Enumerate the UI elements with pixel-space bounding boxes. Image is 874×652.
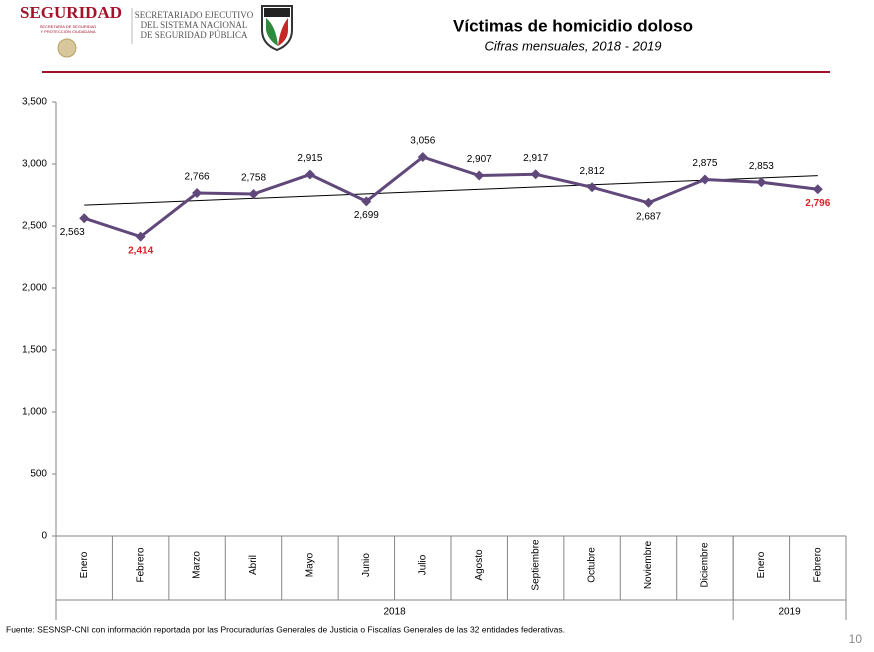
point-marker [135, 231, 146, 242]
x-tick-label: Febrero [135, 547, 146, 582]
source-note: Fuente: SESNSP-CNI con información repor… [6, 624, 565, 634]
value-label: 2,796 [805, 198, 830, 209]
point-marker [361, 196, 372, 207]
point-marker [79, 213, 90, 224]
point-marker [474, 170, 485, 181]
x-tick-label: Junio [361, 553, 372, 577]
x-tick-label: Febrero [812, 547, 823, 582]
group-label: 2018 [383, 607, 406, 618]
value-label: 3,056 [410, 136, 435, 147]
org-sub: Y PROTECCIÓN CIUDADANA [40, 29, 95, 34]
value-label: 2,563 [60, 227, 85, 238]
value-label: 2,853 [749, 161, 774, 172]
y-tick-label: 1,000 [22, 407, 47, 418]
trend-line [84, 175, 818, 206]
shield-logo [264, 8, 290, 17]
x-tick-label: Abril [248, 555, 259, 575]
point-marker [192, 188, 203, 199]
x-tick-label: Enero [79, 551, 90, 578]
shield-logo [278, 18, 288, 46]
value-label: 2,907 [467, 154, 492, 165]
x-tick-label: Octubre [587, 547, 598, 583]
y-tick-label: 2,500 [22, 221, 47, 232]
x-tick-label: Julio [417, 554, 428, 575]
value-label: 2,758 [241, 173, 266, 184]
value-label: 2,875 [692, 158, 717, 169]
x-tick-label: Septiembre [530, 539, 541, 591]
x-tick-label: Mayo [305, 552, 316, 577]
value-label: 2,766 [185, 172, 210, 183]
emblem [57, 38, 77, 58]
value-label: 2,915 [297, 153, 322, 164]
x-tick-label: Agosto [474, 549, 485, 581]
shield-logo [266, 18, 278, 46]
data-line [83, 155, 818, 239]
y-tick-label: 3,000 [22, 159, 47, 170]
value-label: 2,699 [354, 210, 379, 221]
x-tick-label: Enero [756, 551, 767, 578]
point-marker [304, 169, 315, 180]
chart-title: Víctimas de homicidio doloso [453, 16, 693, 35]
point-marker [248, 189, 259, 200]
value-label: 2,414 [128, 245, 153, 256]
y-tick-label: 2,000 [22, 283, 47, 294]
org-name: SEGURIDAD [20, 3, 122, 22]
group-label: 2019 [778, 607, 801, 618]
point-marker [417, 152, 428, 163]
x-tick-label: Diciembre [700, 542, 711, 587]
point-marker [812, 184, 823, 195]
point-marker [643, 197, 654, 208]
point-marker [530, 169, 541, 180]
page-number: 10 [849, 632, 863, 646]
y-tick-label: 500 [30, 469, 47, 480]
value-label: 2,687 [636, 211, 661, 222]
secretariado: DEL SISTEMA NACIONAL [141, 20, 248, 30]
y-tick-label: 0 [41, 531, 47, 542]
value-label: 2,812 [580, 166, 605, 177]
value-label: 2,917 [523, 153, 548, 164]
point-marker [756, 177, 767, 188]
chart-subtitle: Cifras mensuales, 2018 - 2019 [484, 38, 661, 53]
point-marker [699, 174, 710, 185]
point-marker [587, 182, 598, 193]
y-tick-label: 3,500 [22, 97, 47, 108]
x-tick-label: Marzo [192, 551, 203, 579]
secretariado: DE SEGURIDAD PÚBLICA [140, 30, 248, 40]
y-tick-label: 1,500 [22, 345, 47, 356]
secretariado: SECRETARIADO EJECUTIVO [135, 10, 254, 20]
org-sub: SECRETARÍA DE SEGURIDAD [40, 24, 97, 29]
x-tick-label: Noviembre [643, 540, 654, 589]
